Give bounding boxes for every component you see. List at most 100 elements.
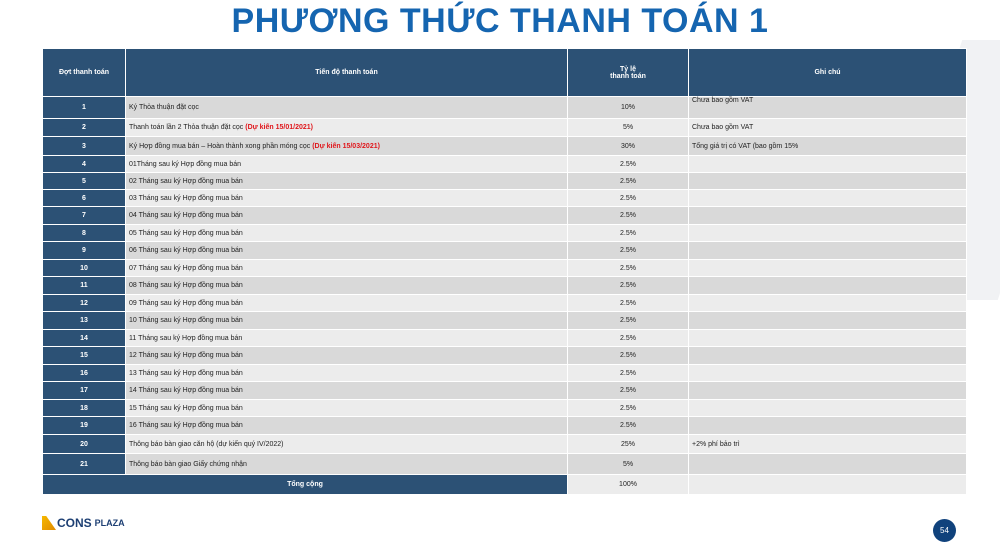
description-text: Ký Hợp đồng mua bán – Hoàn thành xong ph…: [129, 142, 313, 150]
remark: +2% phí bảo trì: [688, 434, 967, 454]
installment-number: 21: [42, 453, 126, 475]
remark: [688, 329, 967, 347]
table-row: 7 04 Tháng sau ký Hợp đồng mua bán 2.5%: [42, 206, 967, 225]
installment-number: 20: [42, 434, 126, 454]
page-title: PHƯƠNG THỨC THANH TOÁN 1: [231, 2, 769, 40]
description-text: Thông báo bàn giao Giấy chứng nhận: [129, 460, 247, 468]
progress-description: 16 Tháng sau ký Hợp đồng mua bán: [125, 416, 568, 435]
payment-rate: 2.5%: [567, 381, 689, 400]
table-row: 21 Thông báo bàn giao Giấy chứng nhận 5%: [42, 453, 967, 475]
remark: [688, 399, 967, 417]
remark: [688, 259, 967, 277]
header-installment: Đợt thanh toán: [42, 48, 126, 97]
payment-rate: 30%: [567, 136, 689, 156]
expected-date-note: (Dự kiến 15/01/2021): [245, 124, 313, 131]
progress-description: 08 Tháng sau ký Hợp đồng mua bán: [125, 276, 568, 295]
description-text: 12 Tháng sau ký Hợp đồng mua bán: [129, 352, 243, 359]
payment-rate: 2.5%: [567, 189, 689, 207]
installment-number: 15: [42, 346, 126, 365]
remark: [688, 346, 967, 365]
table-row: 4 01Tháng sau ký Hợp đồng mua bán 2.5%: [42, 155, 967, 173]
header-note: Ghi chú: [688, 48, 967, 97]
progress-description: 14 Tháng sau ký Hợp đồng mua bán: [125, 381, 568, 400]
description-text: 14 Tháng sau ký Hợp đồng mua bán: [129, 387, 243, 394]
remark: [688, 241, 967, 260]
table-row: 16 13 Tháng sau ký Hợp đồng mua bán 2.5%: [42, 364, 967, 382]
table-row: 1 Ký Thỏa thuận đặt cọc 10% Chưa bao gồm VA…: [42, 96, 967, 119]
table-row: 12 09 Tháng sau ký Hợp đồng mua bán 2.5%: [42, 294, 967, 312]
header-progress: Tiến độ thanh toán: [125, 48, 568, 97]
installment-number: 11: [42, 276, 126, 295]
payment-rate: 2.5%: [567, 294, 689, 312]
progress-description: 12 Tháng sau ký Hợp đồng mua bán: [125, 346, 568, 365]
description-text: Thông báo bàn giao căn hộ (dự kiến quý I…: [129, 440, 284, 448]
progress-description: 04 Tháng sau ký Hợp đồng mua bán: [125, 206, 568, 225]
remark: [688, 381, 967, 400]
remark: Chưa bao gồm VAT: [688, 96, 967, 119]
description-text: 16 Tháng sau ký Hợp đồng mua bán: [129, 422, 243, 429]
remark: Chưa bao gồm VAT: [688, 118, 967, 137]
table-row: 10 07 Tháng sau ký Hợp đồng mua bán 2.5%: [42, 259, 967, 277]
table-row: 5 02 Tháng sau ký Hợp đồng mua bán 2.5%: [42, 172, 967, 190]
installment-number: 14: [42, 329, 126, 347]
payment-schedule-table: Đợt thanh toán Tiến độ thanh toán Tỷ lệ …: [42, 48, 967, 495]
description-text: 11 Tháng sau ký Hợp đồng mua bán: [129, 334, 243, 342]
table-row: 9 06 Tháng sau ký Hợp đồng mua bán 2.5%: [42, 241, 967, 260]
installment-number: 8: [42, 224, 126, 242]
table-header-row: Đợt thanh toán Tiến độ thanh toán Tỷ lệ …: [42, 48, 967, 97]
installment-number: 4: [42, 155, 126, 173]
table-row: 8 05 Tháng sau ký Hợp đồng mua bán 2.5%: [42, 224, 967, 242]
installment-number: 10: [42, 259, 126, 277]
progress-description: Ký Thỏa thuận đặt cọc: [125, 96, 568, 119]
total-remark: [688, 474, 967, 495]
table-row: 20 Thông báo bàn giao căn hộ (dự kiến quý…: [42, 434, 967, 454]
installment-number: 17: [42, 381, 126, 400]
progress-description: Thông báo bàn giao căn hộ (dự kiến quý I…: [125, 434, 568, 454]
remark: [688, 224, 967, 242]
payment-rate: 2.5%: [567, 416, 689, 435]
installment-number: 2: [42, 118, 126, 137]
progress-description: 15 Tháng sau ký Hợp đồng mua bán: [125, 399, 568, 417]
payment-rate: 2.5%: [567, 206, 689, 225]
progress-description: 07 Tháng sau ký Hợp đồng mua bán: [125, 259, 568, 277]
payment-rate: 2.5%: [567, 259, 689, 277]
description-text: 07 Tháng sau ký Hợp đồng mua bán: [129, 264, 243, 272]
payment-rate: 5%: [567, 118, 689, 137]
remark: [688, 172, 967, 190]
payment-rate: 2.5%: [567, 172, 689, 190]
remark: [688, 311, 967, 330]
description-text: 02 Tháng sau ký Hợp đồng mua bán: [129, 177, 243, 185]
description-text: 04 Tháng sau ký Hợp đồng mua bán: [129, 212, 243, 219]
payment-rate: 2.5%: [567, 329, 689, 347]
payment-rate: 10%: [567, 96, 689, 119]
logo-plaza: PLAZA: [94, 518, 125, 528]
installment-number: 7: [42, 206, 126, 225]
total-label: Tổng cộng: [42, 474, 568, 495]
installment-number: 13: [42, 311, 126, 330]
progress-description: 13 Tháng sau ký Hợp đồng mua bán: [125, 364, 568, 382]
remark: [688, 416, 967, 435]
progress-description: 03 Tháng sau ký Hợp đồng mua bán: [125, 189, 568, 207]
payment-rate: 2.5%: [567, 399, 689, 417]
remark: [688, 364, 967, 382]
remark: [688, 453, 967, 475]
table-row: 3 Ký Hợp đồng mua bán – Hoàn thành xong p…: [42, 136, 967, 156]
payment-rate: 2.5%: [567, 155, 689, 173]
progress-description: Ký Hợp đồng mua bán – Hoàn thành xong ph…: [125, 136, 568, 156]
description-text: 13 Tháng sau ký Hợp đồng mua bán: [129, 369, 243, 377]
table-row: 13 10 Tháng sau ký Hợp đồng mua bán 2.5%: [42, 311, 967, 330]
installment-number: 1: [42, 96, 126, 119]
table-row: 19 16 Tháng sau ký Hợp đồng mua bán 2.5%: [42, 416, 967, 435]
cons-plaza-logo: CONS PLAZA: [42, 516, 125, 530]
installment-number: 6: [42, 189, 126, 207]
progress-description: 09 Tháng sau ký Hợp đồng mua bán: [125, 294, 568, 312]
remark: [688, 206, 967, 225]
installment-number: 3: [42, 136, 126, 156]
description-text: 09 Tháng sau ký Hợp đồng mua bán: [129, 299, 243, 307]
progress-description: 10 Tháng sau ký Hợp đồng mua bán: [125, 311, 568, 330]
description-text: 01Tháng sau ký Hợp đồng mua bán: [129, 160, 241, 168]
page-number-badge: 54: [933, 519, 956, 542]
payment-rate: 2.5%: [567, 224, 689, 242]
header-rate: Tỷ lệ thanh toán: [567, 48, 689, 97]
description-text: 03 Tháng sau ký Hợp đồng mua bán: [129, 194, 243, 202]
